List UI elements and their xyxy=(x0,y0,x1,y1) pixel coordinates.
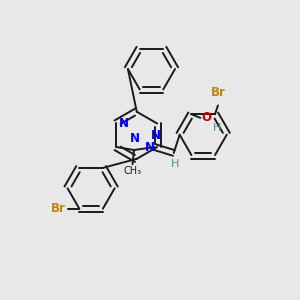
Text: CH₃: CH₃ xyxy=(124,167,142,176)
Text: N: N xyxy=(130,132,140,145)
Text: Br: Br xyxy=(211,86,225,99)
Text: N: N xyxy=(151,129,160,142)
Text: O: O xyxy=(202,111,212,124)
Text: Br: Br xyxy=(51,202,65,215)
Text: H: H xyxy=(213,123,221,133)
Text: N: N xyxy=(145,141,155,154)
Text: H: H xyxy=(171,159,179,170)
Text: N: N xyxy=(119,117,129,130)
